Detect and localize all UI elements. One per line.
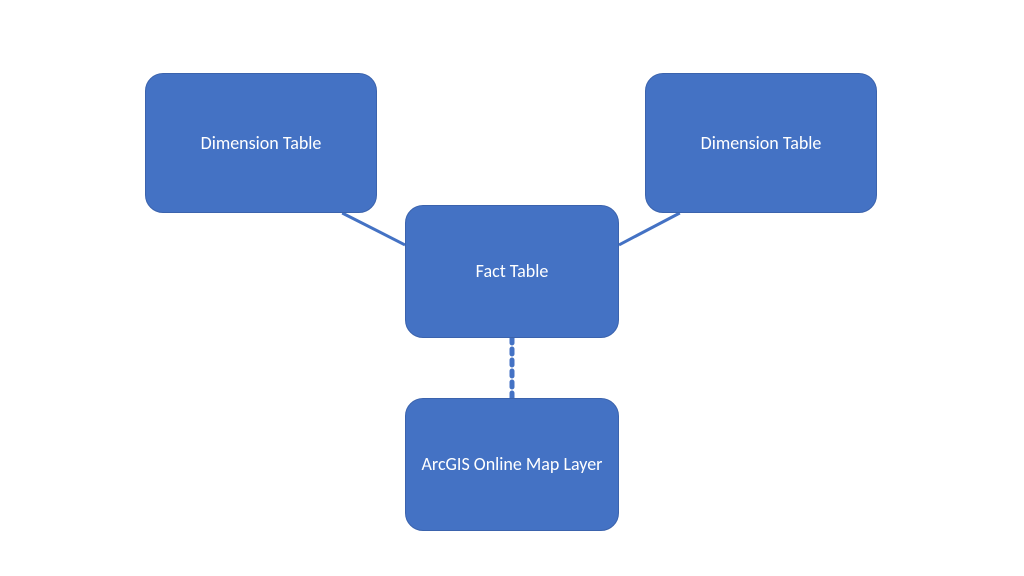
node-arcgis-layer: ArcGIS Online Map Layer — [405, 398, 619, 531]
node-label: Dimension Table — [201, 132, 322, 155]
edge-dim-left-to-fact — [342, 213, 405, 245]
node-label: Dimension Table — [701, 132, 822, 155]
edge-dim-right-to-fact — [619, 213, 680, 245]
node-dimension-left: Dimension Table — [145, 73, 377, 213]
node-dimension-right: Dimension Table — [645, 73, 877, 213]
node-label: Fact Table — [476, 260, 549, 283]
node-fact-table: Fact Table — [405, 205, 619, 338]
node-label: ArcGIS Online Map Layer — [422, 453, 603, 476]
diagram-canvas: Dimension Table Dimension Table Fact Tab… — [0, 0, 1024, 576]
